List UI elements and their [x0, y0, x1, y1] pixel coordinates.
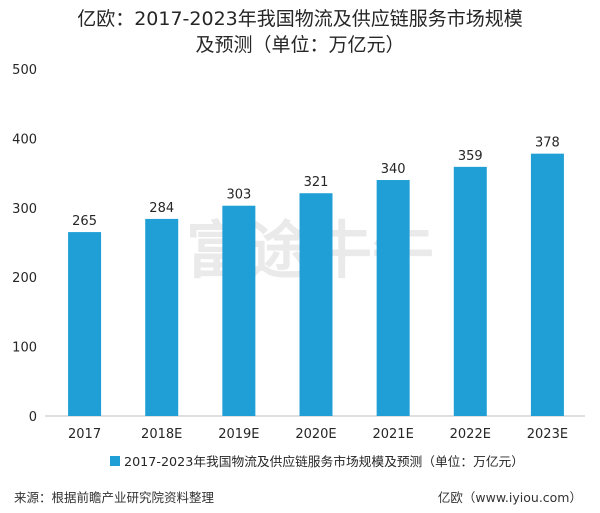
legend-swatch	[110, 456, 120, 466]
x-tick-label: 2022E	[450, 427, 491, 442]
y-tick-label: 100	[12, 341, 37, 356]
data-label: 303	[226, 188, 251, 203]
y-tick-label: 500	[12, 63, 37, 78]
bar	[145, 218, 179, 416]
bars	[68, 153, 564, 416]
x-tick-label: 2023E	[527, 427, 568, 442]
bar	[222, 205, 256, 416]
bar	[68, 232, 102, 416]
x-tick-label: 2021E	[372, 427, 413, 442]
bar	[530, 153, 564, 416]
x-tick-label: 2018E	[141, 427, 182, 442]
chart-title-line2: 及预测（单位：万亿元）	[195, 34, 405, 56]
bar	[453, 166, 487, 416]
data-label: 265	[72, 214, 97, 229]
data-label: 340	[381, 162, 406, 177]
y-tick-label: 0	[29, 410, 37, 425]
legend-label: 2017-2023年我国物流及供应链服务市场规模及预测（单位：万亿元）	[124, 454, 524, 469]
data-label: 321	[304, 175, 329, 190]
source-note: 来源：根据前瞻产业研究院资料整理	[14, 490, 215, 505]
y-tick-label: 200	[12, 271, 37, 286]
x-tick-label: 2019E	[218, 427, 259, 442]
x-tick-label: 2017	[68, 427, 101, 442]
bar	[376, 180, 410, 416]
chart-title-line1: 亿欧：2017-2023年我国物流及供应链服务市场规模	[77, 8, 523, 30]
axes: 0 100 200 300 400 500 2017 2018E 2019E 2020E 2021E…	[12, 63, 585, 442]
y-tick-label: 400	[12, 132, 37, 147]
data-labels: 265 284 303 321 340 359 378	[72, 136, 560, 229]
data-label: 284	[149, 201, 174, 216]
y-tick-label: 300	[12, 202, 37, 217]
data-label: 378	[535, 136, 560, 151]
bar	[299, 193, 333, 416]
legend: 2017-2023年我国物流及供应链服务市场规模及预测（单位：万亿元）	[110, 454, 524, 469]
x-tick-label: 2020E	[295, 427, 336, 442]
credit-note: 亿欧（www.iyiou.com）	[437, 490, 582, 505]
data-label: 359	[458, 149, 483, 164]
